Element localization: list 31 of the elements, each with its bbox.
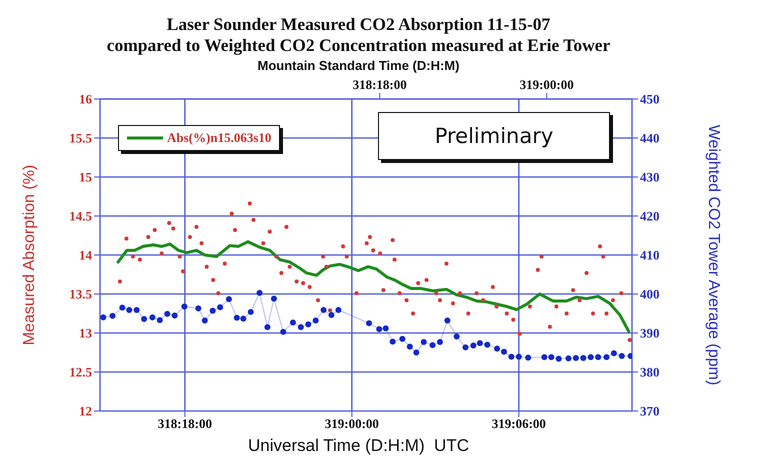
y-tick-label: 12.5	[69, 364, 92, 380]
y2-tick-label: 420	[640, 208, 660, 224]
y2-tick-label: 400	[640, 286, 660, 302]
y2-tick-label: 410	[640, 248, 660, 263]
y-axis-title: Measured Absorption (%)	[21, 164, 39, 346]
y2-tick-label: 370	[640, 404, 660, 419]
annotation: Preliminary	[434, 124, 554, 148]
y-tick-label: 13.5	[69, 286, 92, 302]
x-tick-label: 319:06:00	[492, 416, 546, 432]
x2-tick-label: 318:18:00	[352, 77, 407, 92]
x2-tick-label: 319:00:00	[520, 77, 574, 92]
y-tick-label: 16	[79, 92, 92, 107]
y-tick-label: 12	[79, 404, 92, 419]
x-tick-label: 319:00:00	[324, 416, 379, 432]
y-tick-label: 13	[79, 326, 92, 341]
y2-tick-label: 380	[640, 364, 660, 380]
y-tick-label: 14.5	[69, 208, 92, 224]
y2-axis-title: Weighted CO2 Tower Average (ppm)	[704, 124, 722, 386]
x-tick-label: 318:18:00	[158, 416, 212, 432]
y-tick-label: 14	[79, 248, 92, 263]
x2-axis-title: Mountain Standard Time (D:H:M)	[256, 58, 460, 73]
y2-tick-label: 430	[640, 170, 660, 185]
y2-tick-label: 450	[640, 92, 660, 107]
chart-subtitle: compared to Weighted CO2 Concentration measured at Erie Tower	[106, 35, 612, 56]
y2-tick-label: 390	[640, 326, 660, 341]
y2-tick-label: 440	[640, 130, 660, 146]
chart-title: Laser Sounder Measured CO2 Absorption 11-15-07	[166, 14, 552, 35]
y-tick-label: 15	[79, 170, 92, 185]
legend-label: Abs(%)n15.063s10	[167, 130, 272, 146]
y-tick-label: 15.5	[69, 130, 92, 146]
x-axis-title: Universal Time (D:H:M) UTC	[246, 436, 470, 456]
